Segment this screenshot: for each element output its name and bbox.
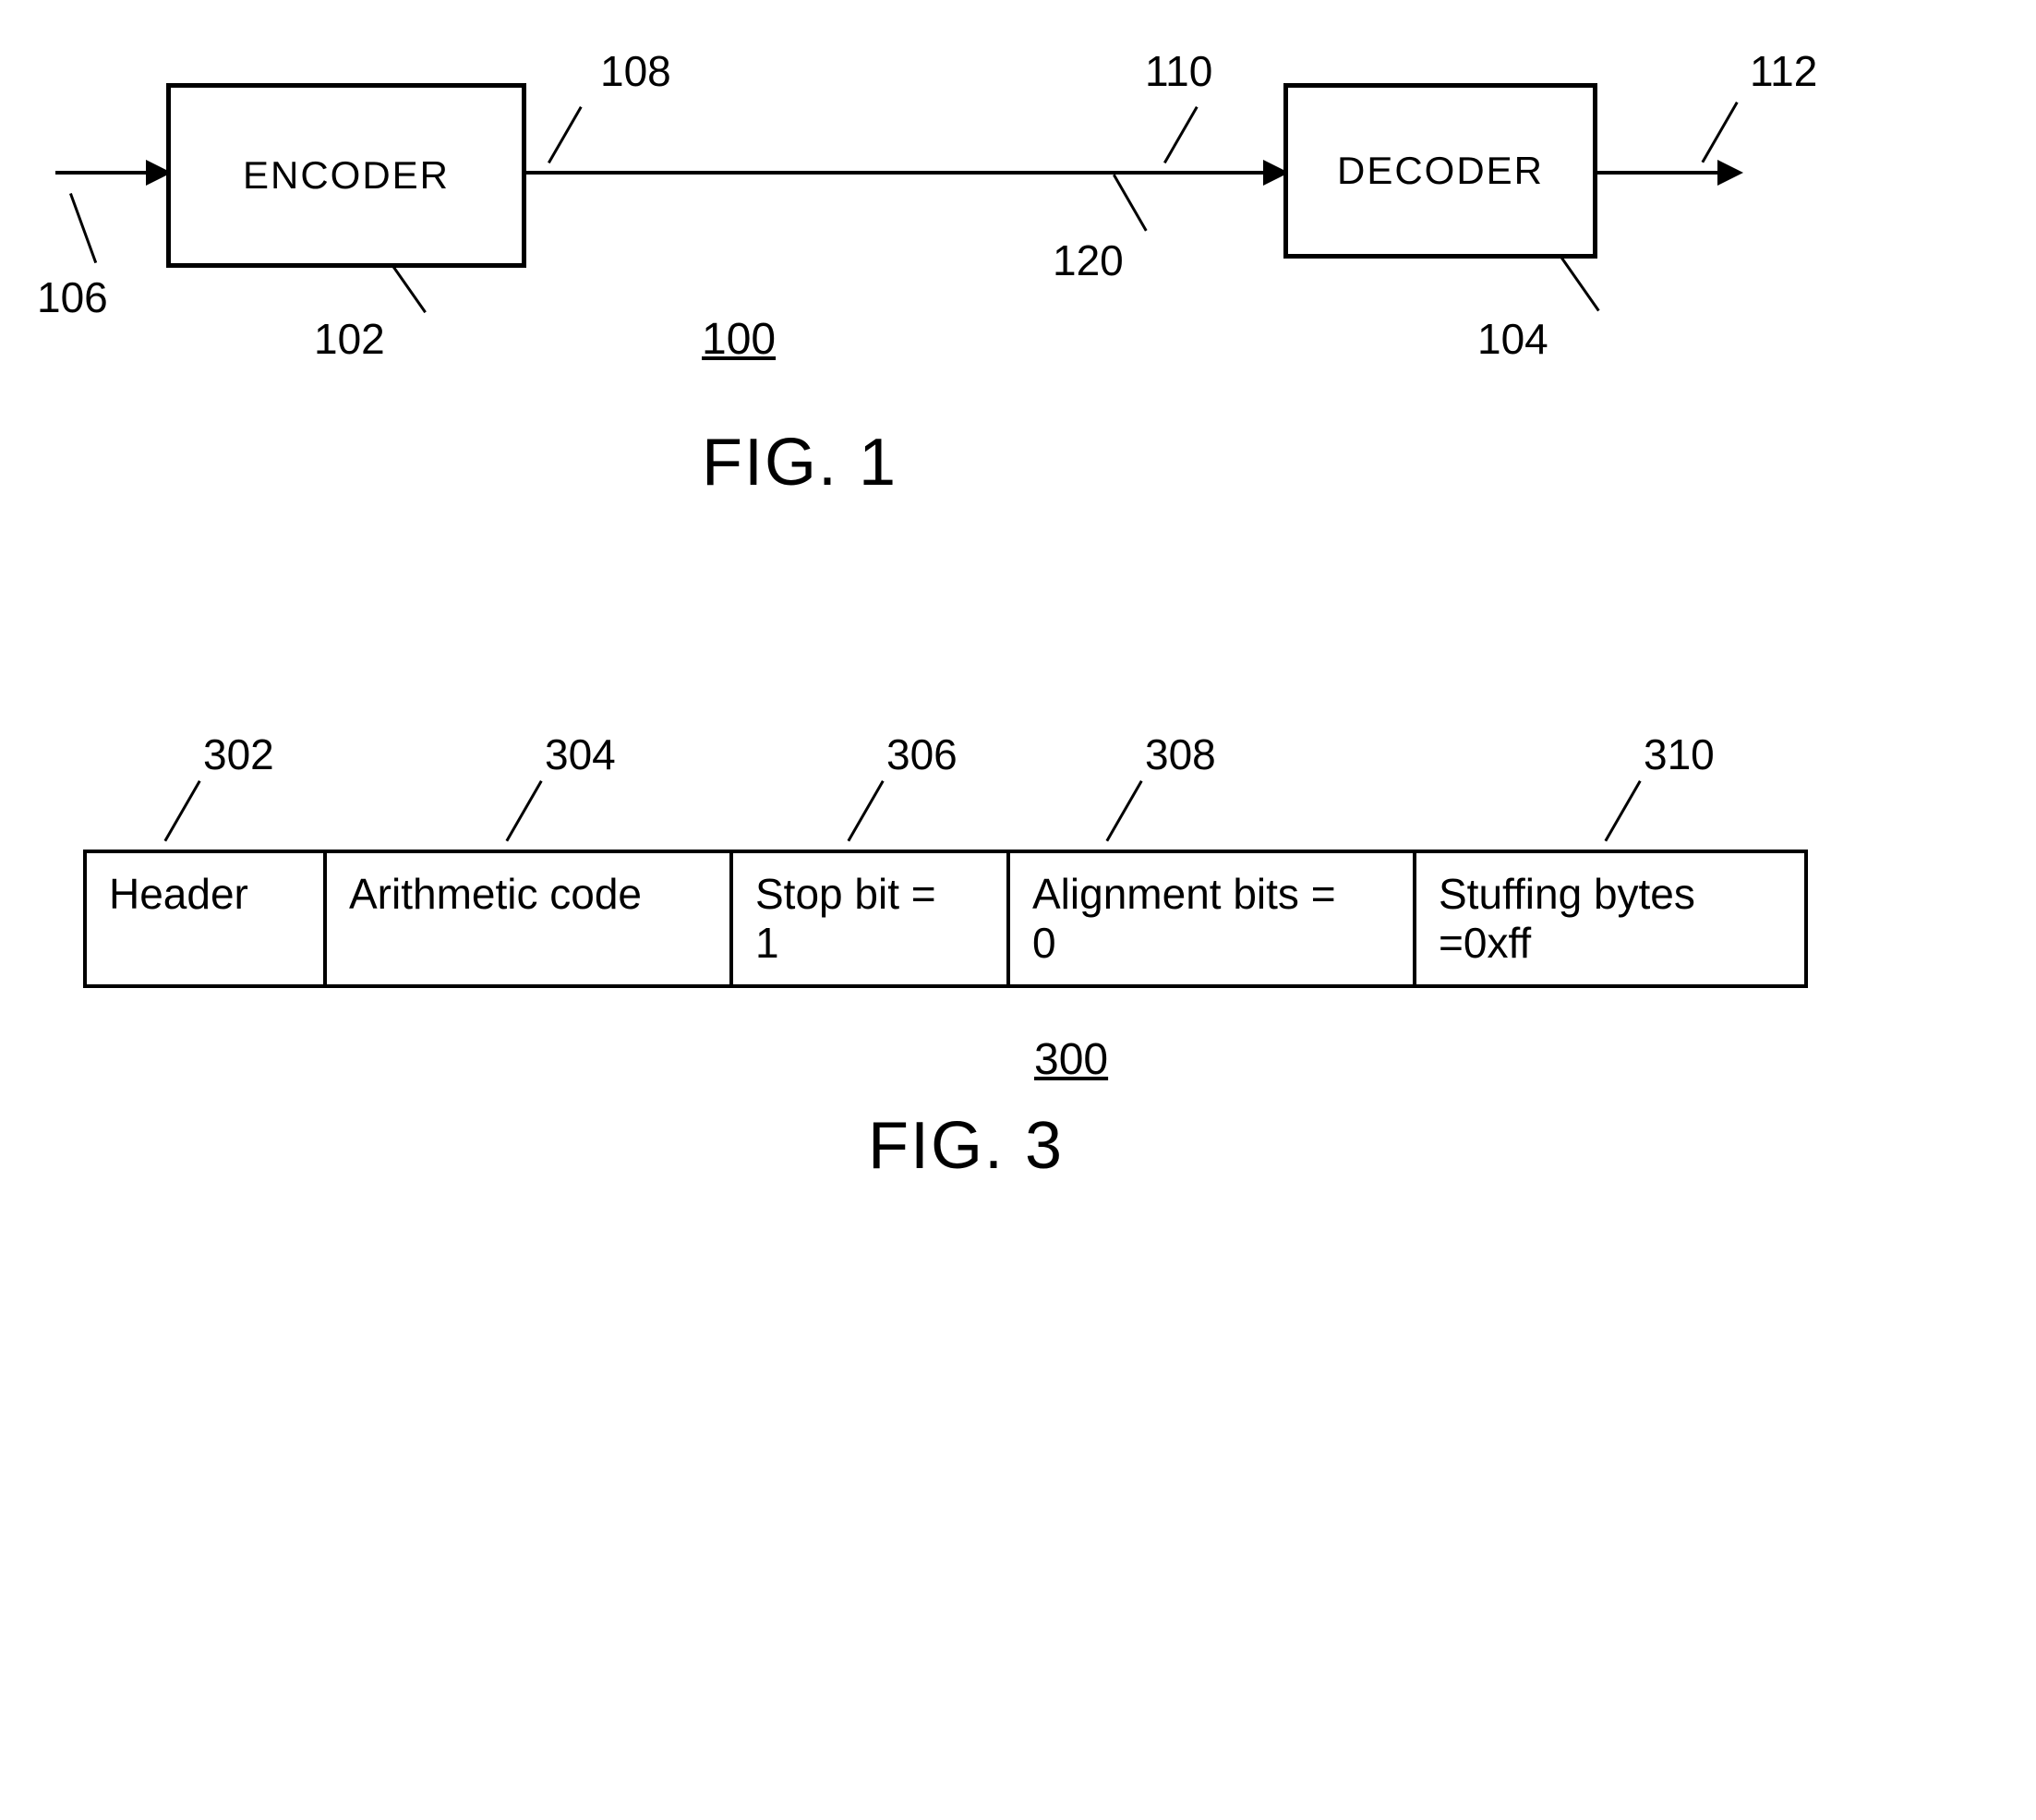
fig1-system-ref: 100	[702, 314, 776, 365]
slice-arithcode: Arithmetic code	[327, 853, 733, 984]
ref-104: 104	[1477, 314, 1548, 364]
ref-120: 120	[1053, 235, 1124, 285]
encoder-box: ENCODER	[166, 83, 526, 268]
encoder-label: ENCODER	[243, 153, 450, 198]
slice-header: Header	[87, 853, 327, 984]
fig1-caption: FIG. 1	[702, 425, 898, 500]
ref-306: 306	[886, 729, 958, 779]
ref-110: 110	[1145, 46, 1212, 96]
slice-stuffbytes: Stuffing bytes =0xff	[1416, 853, 1804, 984]
lead-308	[1106, 780, 1143, 841]
lead-302	[164, 780, 201, 841]
lead-108	[548, 106, 583, 163]
ref-102: 102	[314, 314, 385, 364]
slice-alignbits-label: Alignment bits = 0	[1032, 870, 1336, 967]
slice-stuffbytes-label: Stuffing bytes =0xff	[1439, 870, 1695, 967]
output-arrow-line	[1597, 171, 1727, 175]
figure-3: 302 304 306 308 310 Header Arithmetic co…	[37, 702, 1999, 1219]
lead-106	[69, 193, 97, 263]
decoder-label: DECODER	[1337, 149, 1544, 193]
ref-310: 310	[1644, 729, 1715, 779]
lead-112	[1702, 102, 1739, 163]
lead-304	[506, 780, 543, 841]
ref-308: 308	[1145, 729, 1216, 779]
lead-306	[848, 780, 885, 841]
slice-stopbit: Stop bit = 1	[733, 853, 1010, 984]
output-arrow-head	[1717, 160, 1743, 186]
slice-alignbits: Alignment bits = 0	[1010, 853, 1416, 984]
figure-1: ENCODER DECODER 108 110 112 106 102 120 …	[37, 37, 1999, 517]
channel-arrow-line	[526, 171, 1272, 175]
lead-310	[1605, 780, 1642, 841]
lead-104	[1560, 257, 1600, 311]
ref-108: 108	[600, 46, 671, 96]
ref-112: 112	[1750, 46, 1817, 96]
slice-header-label: Header	[109, 870, 248, 918]
decoder-box: DECODER	[1283, 83, 1597, 259]
slice-arithcode-label: Arithmetic code	[349, 870, 642, 918]
fig3-system-ref: 300	[1034, 1034, 1108, 1085]
ref-304: 304	[545, 729, 616, 779]
lead-110	[1163, 106, 1199, 163]
input-arrow-line	[55, 171, 155, 175]
ref-302: 302	[203, 729, 274, 779]
packet-row: Header Arithmetic code Stop bit = 1 Alig…	[83, 850, 1808, 988]
lead-102	[392, 266, 427, 313]
slice-stopbit-label: Stop bit = 1	[755, 870, 936, 967]
ref-106: 106	[37, 272, 108, 322]
lead-120	[1113, 175, 1148, 232]
fig3-caption: FIG. 3	[868, 1108, 1064, 1184]
